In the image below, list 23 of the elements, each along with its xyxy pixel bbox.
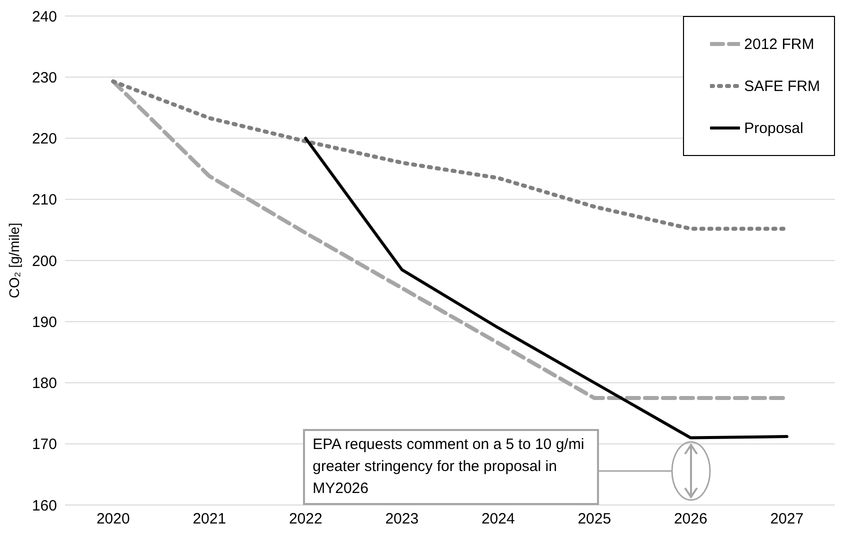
y-axis-title: CO₂ [g/mile] xyxy=(6,222,22,298)
y-tick-label: 240 xyxy=(32,8,57,26)
x-tick-label: 2026 xyxy=(674,510,708,528)
x-tick-label: 2027 xyxy=(770,510,804,528)
y-tick-label: 220 xyxy=(32,130,57,148)
x-tick-label: 2024 xyxy=(481,510,515,528)
annotation: EPA requests comment on a 5 to 10 g/mi greater stringency for the proposal in MY2026 xyxy=(302,429,599,505)
x-tick-label: 2021 xyxy=(192,510,226,528)
y-tick-label: 200 xyxy=(32,252,57,270)
legend-label: SAFE FRM xyxy=(744,78,820,94)
y-tick-label: 230 xyxy=(32,69,57,86)
line-series xyxy=(304,136,788,440)
x-tick-label: 2020 xyxy=(96,510,130,528)
y-tick-label: 210 xyxy=(32,192,57,209)
x-tick-label: 2022 xyxy=(288,510,322,528)
x-tick-label: 2025 xyxy=(578,510,612,528)
legend-label: 2012 FRM xyxy=(744,36,814,52)
x-tick-label: 2023 xyxy=(385,510,419,528)
legend-label: Proposal xyxy=(744,120,804,136)
y-tick-label: 180 xyxy=(32,375,57,392)
y-tick-label: 190 xyxy=(32,314,57,331)
y-tick-label: 160 xyxy=(32,497,57,514)
y-tick-label: 170 xyxy=(32,436,57,454)
